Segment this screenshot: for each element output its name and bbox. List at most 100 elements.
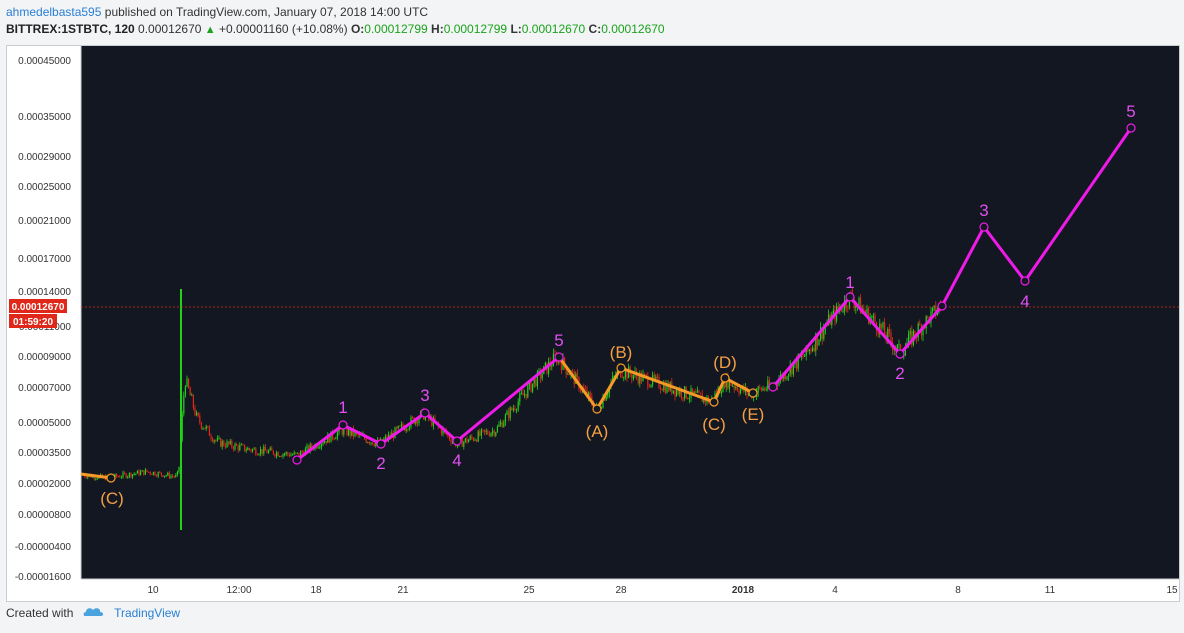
candle-body xyxy=(588,392,590,398)
candle-body xyxy=(213,440,215,442)
candle-body xyxy=(192,395,194,408)
plot-area[interactable] xyxy=(81,46,1179,579)
candle-body xyxy=(858,297,860,305)
candle-body xyxy=(372,442,374,445)
wave-point xyxy=(768,382,778,392)
candle-body xyxy=(663,383,665,391)
y-tick-label: 0.00005000 xyxy=(18,418,71,429)
candle-body xyxy=(914,330,916,338)
candle-body xyxy=(328,434,330,443)
candle-body xyxy=(261,449,263,454)
candle-body xyxy=(653,374,655,379)
symbol-label: BITTREX:1STBTC, 120 xyxy=(6,22,135,36)
y-tick-label: -0.00001600 xyxy=(15,572,72,583)
candle-body xyxy=(724,378,726,388)
candle-body xyxy=(167,472,169,476)
candlestick-chart[interactable]: 0.00045000 0.00035000 0.00029000 0.00025000… xyxy=(7,46,1179,601)
wave-label: 4 xyxy=(452,451,461,470)
candle-body xyxy=(138,470,140,476)
candle-body xyxy=(530,381,532,392)
candle-body xyxy=(244,444,246,451)
candle-body xyxy=(159,472,161,474)
candle-body xyxy=(239,445,241,451)
candle-body xyxy=(252,449,254,452)
candle-body xyxy=(540,370,542,379)
candle-body xyxy=(148,471,150,473)
candle-body xyxy=(117,476,119,478)
wave-point xyxy=(554,352,564,362)
candle-body xyxy=(522,393,524,396)
x-tick-label: 4 xyxy=(832,585,838,596)
countdown-value: 01:59:20 xyxy=(13,317,53,328)
high-value: 0.00012799 xyxy=(443,22,508,36)
candle-body xyxy=(127,476,129,478)
wave-label: 5 xyxy=(554,331,563,350)
candle-body xyxy=(524,393,526,396)
chart-frame: 0.00045000 0.00035000 0.00029000 0.00025000… xyxy=(6,45,1180,602)
wave-point xyxy=(338,420,348,430)
candle-body xyxy=(572,371,574,373)
candle-body xyxy=(476,439,478,442)
candle-body xyxy=(343,427,345,435)
candle-body xyxy=(698,390,700,393)
y-axis: 0.00045000 0.00035000 0.00029000 0.00025000… xyxy=(15,46,82,583)
candle-body xyxy=(893,349,895,351)
candle-body xyxy=(228,441,230,444)
up-arrow-icon: ▲ xyxy=(204,24,216,36)
candle-body xyxy=(408,427,410,430)
wave-point xyxy=(376,439,386,449)
y-tick-label: 0.00021000 xyxy=(18,216,71,227)
publish-line: ahmedelbasta595 published on TradingView… xyxy=(6,4,665,21)
candle-body xyxy=(792,364,794,375)
candle-body xyxy=(245,450,247,452)
candle-body xyxy=(805,345,807,356)
y-tick-label: 0.00007000 xyxy=(18,383,71,394)
candle-body xyxy=(927,316,929,318)
candle-body xyxy=(373,444,375,447)
candle-body xyxy=(221,441,223,447)
candle-body xyxy=(500,422,502,425)
candle-body xyxy=(789,365,791,375)
candle-body xyxy=(607,393,609,397)
candle-body xyxy=(917,323,919,338)
x-tick-label: 28 xyxy=(615,585,627,596)
candle-body xyxy=(868,308,870,324)
candle-body xyxy=(487,431,489,435)
candle-body xyxy=(232,446,234,450)
candle-body xyxy=(191,395,193,397)
candle-body xyxy=(144,469,146,475)
wave-point xyxy=(979,222,989,232)
x-tick-label: 8 xyxy=(955,585,961,596)
price-tag-bg xyxy=(9,299,67,313)
candle-body xyxy=(349,428,351,436)
candle-body xyxy=(474,439,476,441)
wave-point xyxy=(292,455,302,465)
candle-body xyxy=(845,300,847,308)
candle-body xyxy=(216,438,218,441)
candle-body xyxy=(660,387,662,390)
candle-body xyxy=(738,390,740,394)
candle-body xyxy=(416,419,418,424)
candle-body xyxy=(674,390,676,397)
candle-body xyxy=(317,447,319,449)
candle-body xyxy=(568,374,570,376)
candle-body xyxy=(760,387,762,391)
candle-body xyxy=(757,386,759,393)
candle-body xyxy=(130,472,132,478)
author-link[interactable]: ahmedelbasta595 xyxy=(6,5,102,19)
candle-body xyxy=(295,452,297,454)
candle-body xyxy=(255,448,257,455)
tradingview-link[interactable]: TradingView xyxy=(114,606,181,620)
candle-body xyxy=(253,448,255,450)
candle-body xyxy=(508,411,510,419)
candle-body xyxy=(231,440,233,447)
candle-body xyxy=(183,395,185,414)
y-tick-label: 0.00002000 xyxy=(18,479,71,490)
wave-label: 2 xyxy=(895,364,904,383)
close-label: C: xyxy=(588,22,602,36)
candle-body xyxy=(554,353,556,355)
candle-body xyxy=(184,386,186,396)
y-tick-label: -0.00000400 xyxy=(15,542,72,553)
candle-body xyxy=(464,438,466,442)
candle-body xyxy=(680,389,682,398)
